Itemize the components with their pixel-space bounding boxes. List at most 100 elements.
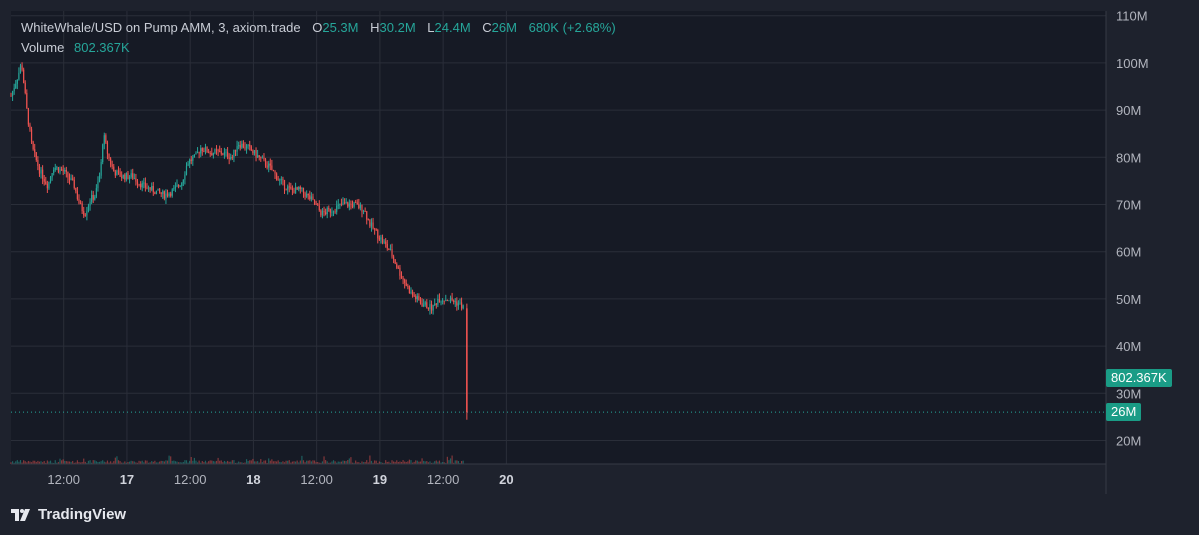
- candle-body: [375, 229, 377, 231]
- candle-body: [124, 174, 126, 180]
- volume-bar: [250, 460, 252, 464]
- volume-bar: [19, 460, 22, 464]
- candle-body: [76, 191, 79, 199]
- candle-body: [160, 192, 162, 194]
- volume-bar: [351, 462, 354, 464]
- volume-bar: [217, 457, 219, 464]
- volume-bar: [336, 462, 338, 464]
- volume-bar: [449, 458, 452, 464]
- candle-body: [102, 144, 104, 163]
- candle-body: [228, 157, 230, 159]
- volume-bar: [302, 460, 305, 464]
- candle-body: [45, 181, 47, 184]
- candle-body: [162, 191, 164, 194]
- volume-bar: [95, 461, 97, 464]
- candle-body: [429, 303, 431, 310]
- candle-body: [40, 169, 42, 174]
- volume-bar: [383, 462, 385, 464]
- candle-body: [367, 219, 369, 221]
- volume-bar: [35, 461, 37, 464]
- candle-body: [377, 230, 379, 239]
- candle-body: [37, 160, 39, 166]
- candle-body: [440, 301, 442, 303]
- volume-bar: [381, 462, 384, 464]
- volume-bar: [136, 462, 139, 464]
- candle-body: [11, 91, 14, 97]
- volume-bar: [279, 461, 281, 464]
- volume-bar: [268, 458, 270, 464]
- legend-high-key: H: [370, 20, 380, 35]
- volume-bar: [119, 461, 121, 464]
- volume-bar: [42, 462, 44, 464]
- volume-bar: [220, 460, 222, 464]
- candle-body: [198, 152, 200, 154]
- price-axis[interactable]: 20M 30M 40M 50M 60M 70M 80M 90M 100M 110M: [1116, 9, 1149, 449]
- candle-body: [310, 196, 312, 200]
- candle-body: [381, 237, 384, 243]
- volume-bar: [132, 461, 134, 464]
- time-tick-label: 12:00: [174, 472, 207, 487]
- candle-body: [283, 180, 286, 189]
- time-axis[interactable]: 12:00 17 12:00 18 12:00 19 12:00 20: [47, 472, 513, 487]
- candle-body: [416, 296, 418, 300]
- tradingview-brand[interactable]: TradingView: [11, 506, 126, 523]
- volume-bar: [225, 461, 227, 464]
- volume-bar: [340, 461, 343, 464]
- candle-body: [453, 300, 455, 303]
- candle-body: [225, 151, 227, 153]
- volume-bar: [293, 461, 295, 464]
- candle-body: [38, 165, 41, 174]
- volume-bar: [350, 457, 352, 464]
- volume-bar: [290, 462, 292, 464]
- volume-bar: [125, 462, 128, 464]
- volume-bar: [154, 460, 156, 464]
- candle-body: [342, 202, 344, 205]
- candle-body: [266, 165, 268, 168]
- volume-bar: [236, 462, 238, 464]
- time-tick-label: 18: [246, 472, 260, 487]
- candle-body: [459, 302, 461, 304]
- candle-body: [117, 170, 120, 172]
- candle-body: [201, 148, 203, 152]
- candle-body: [348, 203, 350, 207]
- candle-body: [32, 141, 34, 150]
- candle-body: [141, 182, 143, 188]
- volume-bar: [34, 460, 36, 464]
- volume-bar: [67, 461, 69, 464]
- candle-body: [30, 129, 33, 142]
- candle-body: [448, 300, 450, 302]
- volume-bar: [370, 460, 373, 464]
- volume-bar: [193, 457, 195, 464]
- volume-bar: [462, 460, 464, 464]
- volume-bar: [141, 460, 143, 464]
- volume-bar: [288, 460, 290, 464]
- candle-body: [233, 149, 235, 158]
- volume-bar: [454, 460, 456, 464]
- volume-bar: [252, 458, 254, 464]
- candle-body: [318, 205, 320, 211]
- candle-body: [347, 202, 349, 207]
- candle-body: [121, 176, 123, 178]
- candle-body: [97, 181, 99, 189]
- candle-body: [247, 144, 249, 146]
- volume-bar: [353, 462, 355, 464]
- volume-bar: [389, 462, 392, 464]
- candle-body: [408, 286, 411, 294]
- candle-body: [15, 83, 17, 89]
- candle-body: [334, 211, 336, 213]
- candle-body: [331, 211, 333, 213]
- volume-bar: [64, 460, 66, 464]
- volume-bar: [397, 462, 399, 464]
- candle-body: [223, 152, 226, 155]
- volume-bar: [276, 461, 278, 464]
- volume-bar: [166, 460, 169, 464]
- candle-body: [380, 237, 382, 240]
- volume-bar: [133, 461, 135, 464]
- candle-body: [72, 178, 74, 180]
- legend-volume-label[interactable]: Volume: [21, 40, 65, 55]
- candle-body: [27, 108, 29, 125]
- price-tick-label: 20M: [1116, 434, 1141, 449]
- legend-symbol[interactable]: WhiteWhale/USD on Pump AMM, 3, axiom.tra…: [21, 20, 301, 35]
- volume-bar: [201, 460, 203, 464]
